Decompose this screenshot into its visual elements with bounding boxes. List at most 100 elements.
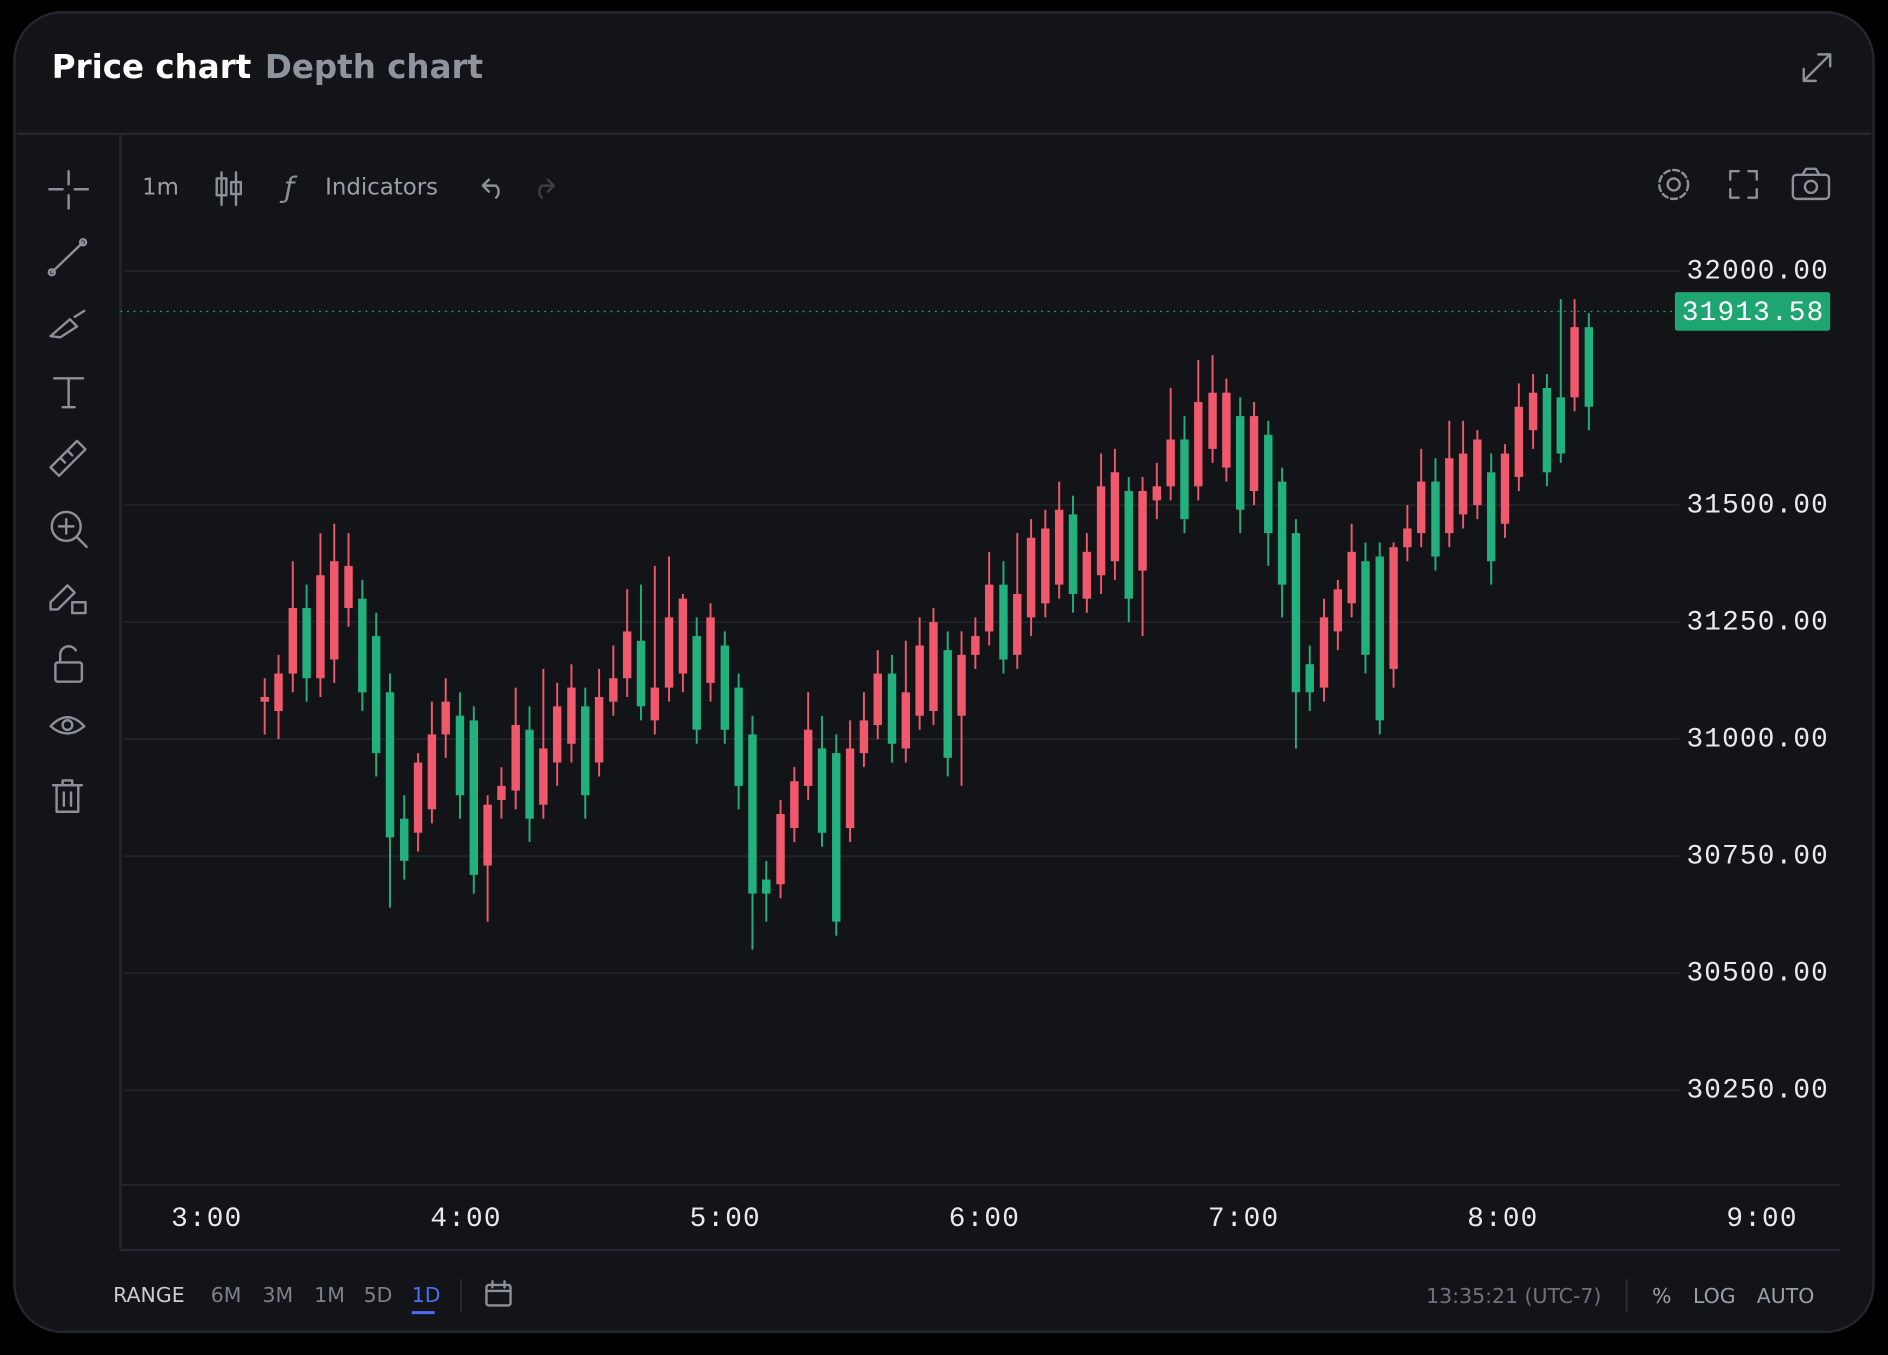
x-tick-label: 9:00: [1726, 1204, 1797, 1235]
range-button[interactable]: 6M: [211, 1283, 242, 1307]
crosshair-tool[interactable]: [48, 169, 90, 210]
candle-body: [1305, 664, 1314, 693]
candle-body: [497, 785, 506, 800]
candle-body: [1473, 439, 1482, 506]
expand-icon[interactable]: [1802, 53, 1832, 83]
settings-icon[interactable]: [1658, 168, 1690, 201]
candle-body: [622, 631, 632, 679]
candle-body: [1041, 528, 1050, 604]
candle-body: [1096, 486, 1106, 576]
candle-body: [400, 818, 409, 861]
candle-body: [1458, 453, 1468, 515]
candle-body: [385, 692, 395, 838]
candle-body: [358, 598, 367, 693]
scale-option[interactable]: LOG: [1693, 1284, 1736, 1308]
candle-body: [650, 687, 660, 721]
candle-body: [1361, 561, 1370, 655]
candle-body: [720, 645, 730, 730]
candle-body: [469, 720, 479, 875]
candle-body: [581, 706, 590, 796]
y-tick-label: 31000.00: [1686, 724, 1829, 755]
range-button[interactable]: 1D: [412, 1283, 441, 1307]
candle-body: [636, 640, 646, 707]
unlock-tool[interactable]: [54, 645, 84, 683]
candle-body: [413, 762, 423, 833]
candle-body: [1319, 617, 1329, 688]
date-range-icon[interactable]: [485, 1280, 512, 1307]
clock: 13:35:21 (UTC-7): [1426, 1284, 1601, 1308]
candle-body: [455, 715, 465, 796]
tool-icons: [47, 169, 90, 813]
candle-body: [1054, 509, 1064, 585]
y-tick-label: 30500.00: [1686, 958, 1829, 989]
candle-body: [803, 729, 813, 786]
candle-body: [1249, 416, 1259, 491]
range-label: RANGE: [113, 1283, 184, 1307]
text-tool[interactable]: [52, 377, 85, 409]
candle-body: [748, 734, 757, 894]
candle-body: [1500, 453, 1510, 524]
candle-body: [817, 748, 827, 833]
candle-body: [1375, 556, 1384, 721]
scale-option[interactable]: %: [1652, 1284, 1671, 1308]
candle-body: [1333, 589, 1343, 632]
candle-body: [706, 617, 715, 683]
candle-body: [664, 617, 674, 688]
candle-body: [692, 636, 701, 730]
tab-price-chart[interactable]: Price chart: [52, 48, 252, 86]
screenshot-icon[interactable]: [1791, 167, 1831, 201]
ruler-tool[interactable]: [49, 439, 87, 478]
candle-type-icon[interactable]: [215, 171, 243, 207]
candle-body: [887, 673, 897, 744]
candle-body: [330, 561, 339, 660]
tab-depth-chart[interactable]: Depth chart: [265, 48, 483, 86]
candle-body: [1235, 416, 1245, 510]
candle-body: [1068, 514, 1078, 594]
candle-body: [511, 725, 520, 791]
candle-body: [1556, 397, 1565, 454]
plot-area: 30250.00 30500.00 30750.00 31000.00 31250.00…: [120, 256, 1831, 1235]
range-button[interactable]: 3M: [262, 1283, 293, 1307]
candle-body: [1570, 327, 1579, 398]
candle-body: [845, 748, 855, 829]
candle-body: [1082, 551, 1092, 599]
candle-body: [441, 701, 450, 735]
y-tick-label: 30250.00: [1686, 1076, 1829, 1107]
candle-body: [943, 650, 952, 758]
candle-body: [1152, 486, 1162, 501]
candle-body: [260, 696, 269, 702]
y-tick-label: 31250.00: [1686, 607, 1829, 638]
visibility-tool[interactable]: [49, 716, 86, 735]
candle-body: [790, 781, 799, 829]
x-tick-label: 6:00: [949, 1204, 1020, 1235]
candle-body: [1208, 392, 1217, 449]
candle-body: [1124, 490, 1133, 599]
interval-button[interactable]: 1m: [142, 175, 179, 201]
candle-body: [873, 673, 882, 726]
y-tick-label: 31500.00: [1686, 490, 1829, 521]
scale-option[interactable]: AUTO: [1757, 1284, 1815, 1308]
candle-body: [1416, 481, 1426, 534]
brush-tool[interactable]: [49, 309, 86, 339]
x-tick-label: 7:00: [1208, 1204, 1279, 1235]
delete-tool[interactable]: [51, 779, 84, 813]
fullscreen-icon[interactable]: [1729, 169, 1758, 199]
lock-draw-tool[interactable]: [49, 584, 87, 615]
candle-body: [344, 565, 353, 609]
indicators-button[interactable]: Indicators: [325, 175, 438, 201]
candle-body: [427, 734, 437, 810]
candle-body: [1180, 439, 1189, 520]
candle-body: [1291, 533, 1301, 693]
candle-body: [609, 678, 618, 702]
redo-icon[interactable]: [538, 178, 556, 199]
range-button[interactable]: 5D: [364, 1283, 393, 1307]
line-tool[interactable]: [47, 238, 88, 277]
range-button[interactable]: 1M: [314, 1283, 345, 1307]
candle-body: [832, 753, 841, 922]
candle-body: [901, 692, 911, 749]
candle-body: [539, 748, 548, 805]
zoom-tool[interactable]: [50, 510, 88, 549]
undo-icon[interactable]: [481, 178, 500, 199]
